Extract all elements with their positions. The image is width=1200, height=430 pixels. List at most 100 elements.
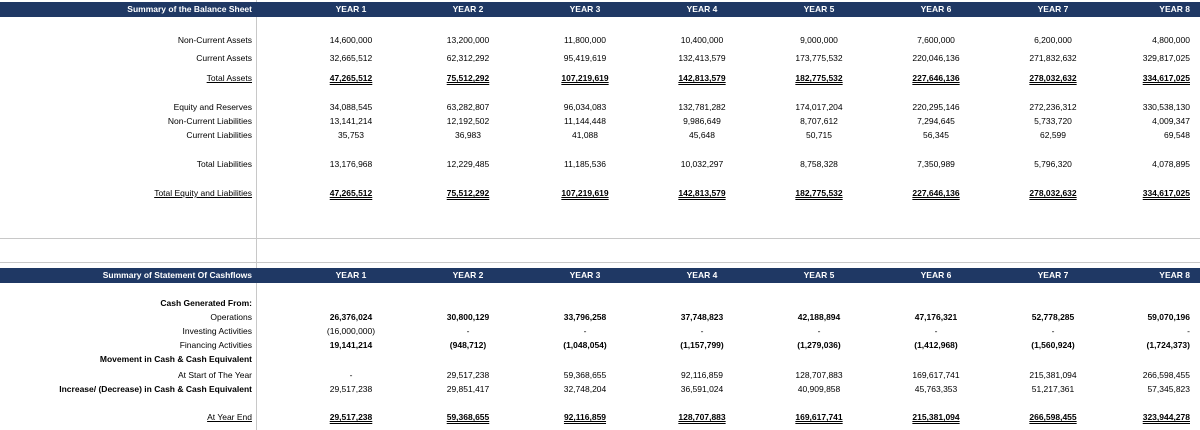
table-cell: 47,265,512 [329,73,373,83]
table-cell: 56,345 [923,130,949,140]
table-cell: 29,517,238 [329,412,373,422]
table-cell: 334,617,025 [1142,73,1190,83]
row-label: At Year End [207,412,252,422]
table-cell: 12,229,485 [446,159,490,169]
table-cell: 132,781,282 [678,102,726,112]
table-cell: 13,141,214 [329,116,373,126]
table-cell: 5,796,320 [1034,159,1072,169]
table-cell: (948,712) [449,340,487,350]
table-cell: - [466,326,470,336]
table-cell: (1,279,036) [797,340,841,350]
table-cell: 220,046,136 [912,53,960,63]
table-cell: 92,116,859 [681,370,723,380]
table-row: Investing Activities (16,000,000) - - - - - - - [0,325,1200,337]
table-cell: 33,796,258 [563,312,607,322]
table-cell: 142,813,579 [678,73,726,83]
table-cell: 29,517,238 [329,384,373,394]
table-cell: (1,724,373) [1146,340,1190,350]
table-cell: 41,088 [572,130,598,140]
year-header: YEAR 7 [1037,4,1069,14]
table-cell: 7,600,000 [917,35,955,45]
table-row: Current Assets 32,665,512 62,312,292 95,419… [0,52,1200,64]
row-label: Current Assets [196,53,252,63]
year-header: YEAR 2 [452,4,484,14]
table-cell: 11,144,448 [564,116,606,126]
table-cell: 10,400,000 [680,35,724,45]
section-gridline [0,262,1200,263]
table-cell: (1,157,799) [680,340,724,350]
table-cell: 278,032,632 [1029,188,1077,198]
table-row: Movement in Cash & Cash Equivalent [0,353,1200,365]
year-header: YEAR 3 [569,4,601,14]
table-row: Increase/ (Decrease) in Cash & Cash Equi… [0,383,1200,395]
table-row: Non-Current Assets 14,600,000 13,200,000 11… [0,34,1200,46]
row-label: Current Liabilities [186,130,252,140]
row-label: Non-Current Liabilities [167,116,252,126]
table-cell: 266,598,455 [1029,412,1077,422]
table-cell: 227,646,136 [912,188,960,198]
year-header: YEAR 5 [803,4,835,14]
table-cell: 174,017,204 [795,102,843,112]
row-label: Investing Activities [182,326,252,336]
table-cell: 62,312,292 [446,53,490,63]
row-label: Increase/ (Decrease) in Cash & Cash Equi… [59,384,252,394]
row-label: Total Assets [206,73,252,83]
year-header: YEAR 1 [335,270,367,280]
table-cell: 215,381,094 [1029,370,1077,380]
table-cell: 323,944,278 [1142,412,1190,422]
table-cell: - [1187,326,1190,336]
cashflow-header: Summary of Statement Of Cashflows YEAR 1… [0,268,1200,283]
table-cell: 10,032,297 [680,159,724,169]
table-cell: 9,986,649 [683,116,721,126]
table-cell: 4,009,347 [1152,116,1190,126]
table-cell: (16,000,000) [326,326,376,336]
table-cell: 95,419,619 [563,53,607,63]
table-cell: 51,217,361 [1031,384,1075,394]
row-label: Total Liabilities [196,159,252,169]
year-header: YEAR 8 [1159,4,1190,14]
table-row: Total Assets 47,265,512 75,512,292 107,219,… [0,72,1200,84]
table-row: Total Liabilities 13,176,968 12,229,485 11,… [0,158,1200,170]
table-cell: 29,851,417 [446,384,490,394]
table-row: Operations 26,376,024 30,800,129 33,796,258… [0,311,1200,323]
table-cell: 57,345,823 [1147,384,1190,394]
table-cell: 142,813,579 [678,188,726,198]
table-cell: 227,646,136 [912,73,960,83]
table-row: Equity and Reserves 34,088,545 63,282,807 9… [0,101,1200,113]
year-header: YEAR 6 [920,4,952,14]
table-row: At Start of The Year - 29,517,238 59,368,65… [0,369,1200,381]
table-cell: 11,185,536 [564,159,606,169]
table-cell: 9,000,000 [800,35,838,45]
table-cell: 19,141,214 [329,340,373,350]
table-row: Financing Activities 19,141,214 (948,712) (… [0,339,1200,351]
row-label: Cash Generated From: [160,298,252,308]
table-cell: 69,548 [1164,130,1190,140]
table-cell: - [1051,326,1055,336]
row-label: Non-Current Assets [177,35,252,45]
cashflow-title: Summary of Statement Of Cashflows [102,270,252,280]
row-label: Financing Activities [179,340,252,350]
table-cell: 271,832,632 [1029,53,1077,63]
table-cell: 5,733,720 [1034,116,1072,126]
year-header: YEAR 1 [335,4,367,14]
table-cell: 7,294,645 [917,116,955,126]
year-header: YEAR 6 [920,270,952,280]
table-cell: 8,758,328 [800,159,838,169]
table-cell: (1,048,054) [563,340,607,350]
table-cell: 13,176,968 [329,159,373,169]
table-cell: 47,176,321 [914,312,958,322]
table-cell: 107,219,619 [561,73,609,83]
table-cell: 11,800,000 [564,35,606,45]
table-cell: 30,800,129 [446,312,490,322]
table-cell: - [817,326,821,336]
table-cell: (1,560,924) [1031,340,1075,350]
row-label: At Start of The Year [177,370,252,380]
year-header: YEAR 7 [1037,270,1069,280]
table-cell: 7,350,989 [917,159,955,169]
table-cell: 6,200,000 [1034,35,1072,45]
table-cell: 50,715 [806,130,832,140]
year-header: YEAR 4 [686,4,718,14]
table-cell: - [583,326,587,336]
table-cell: 128,707,883 [795,370,843,380]
table-cell: 272,236,312 [1029,102,1077,112]
